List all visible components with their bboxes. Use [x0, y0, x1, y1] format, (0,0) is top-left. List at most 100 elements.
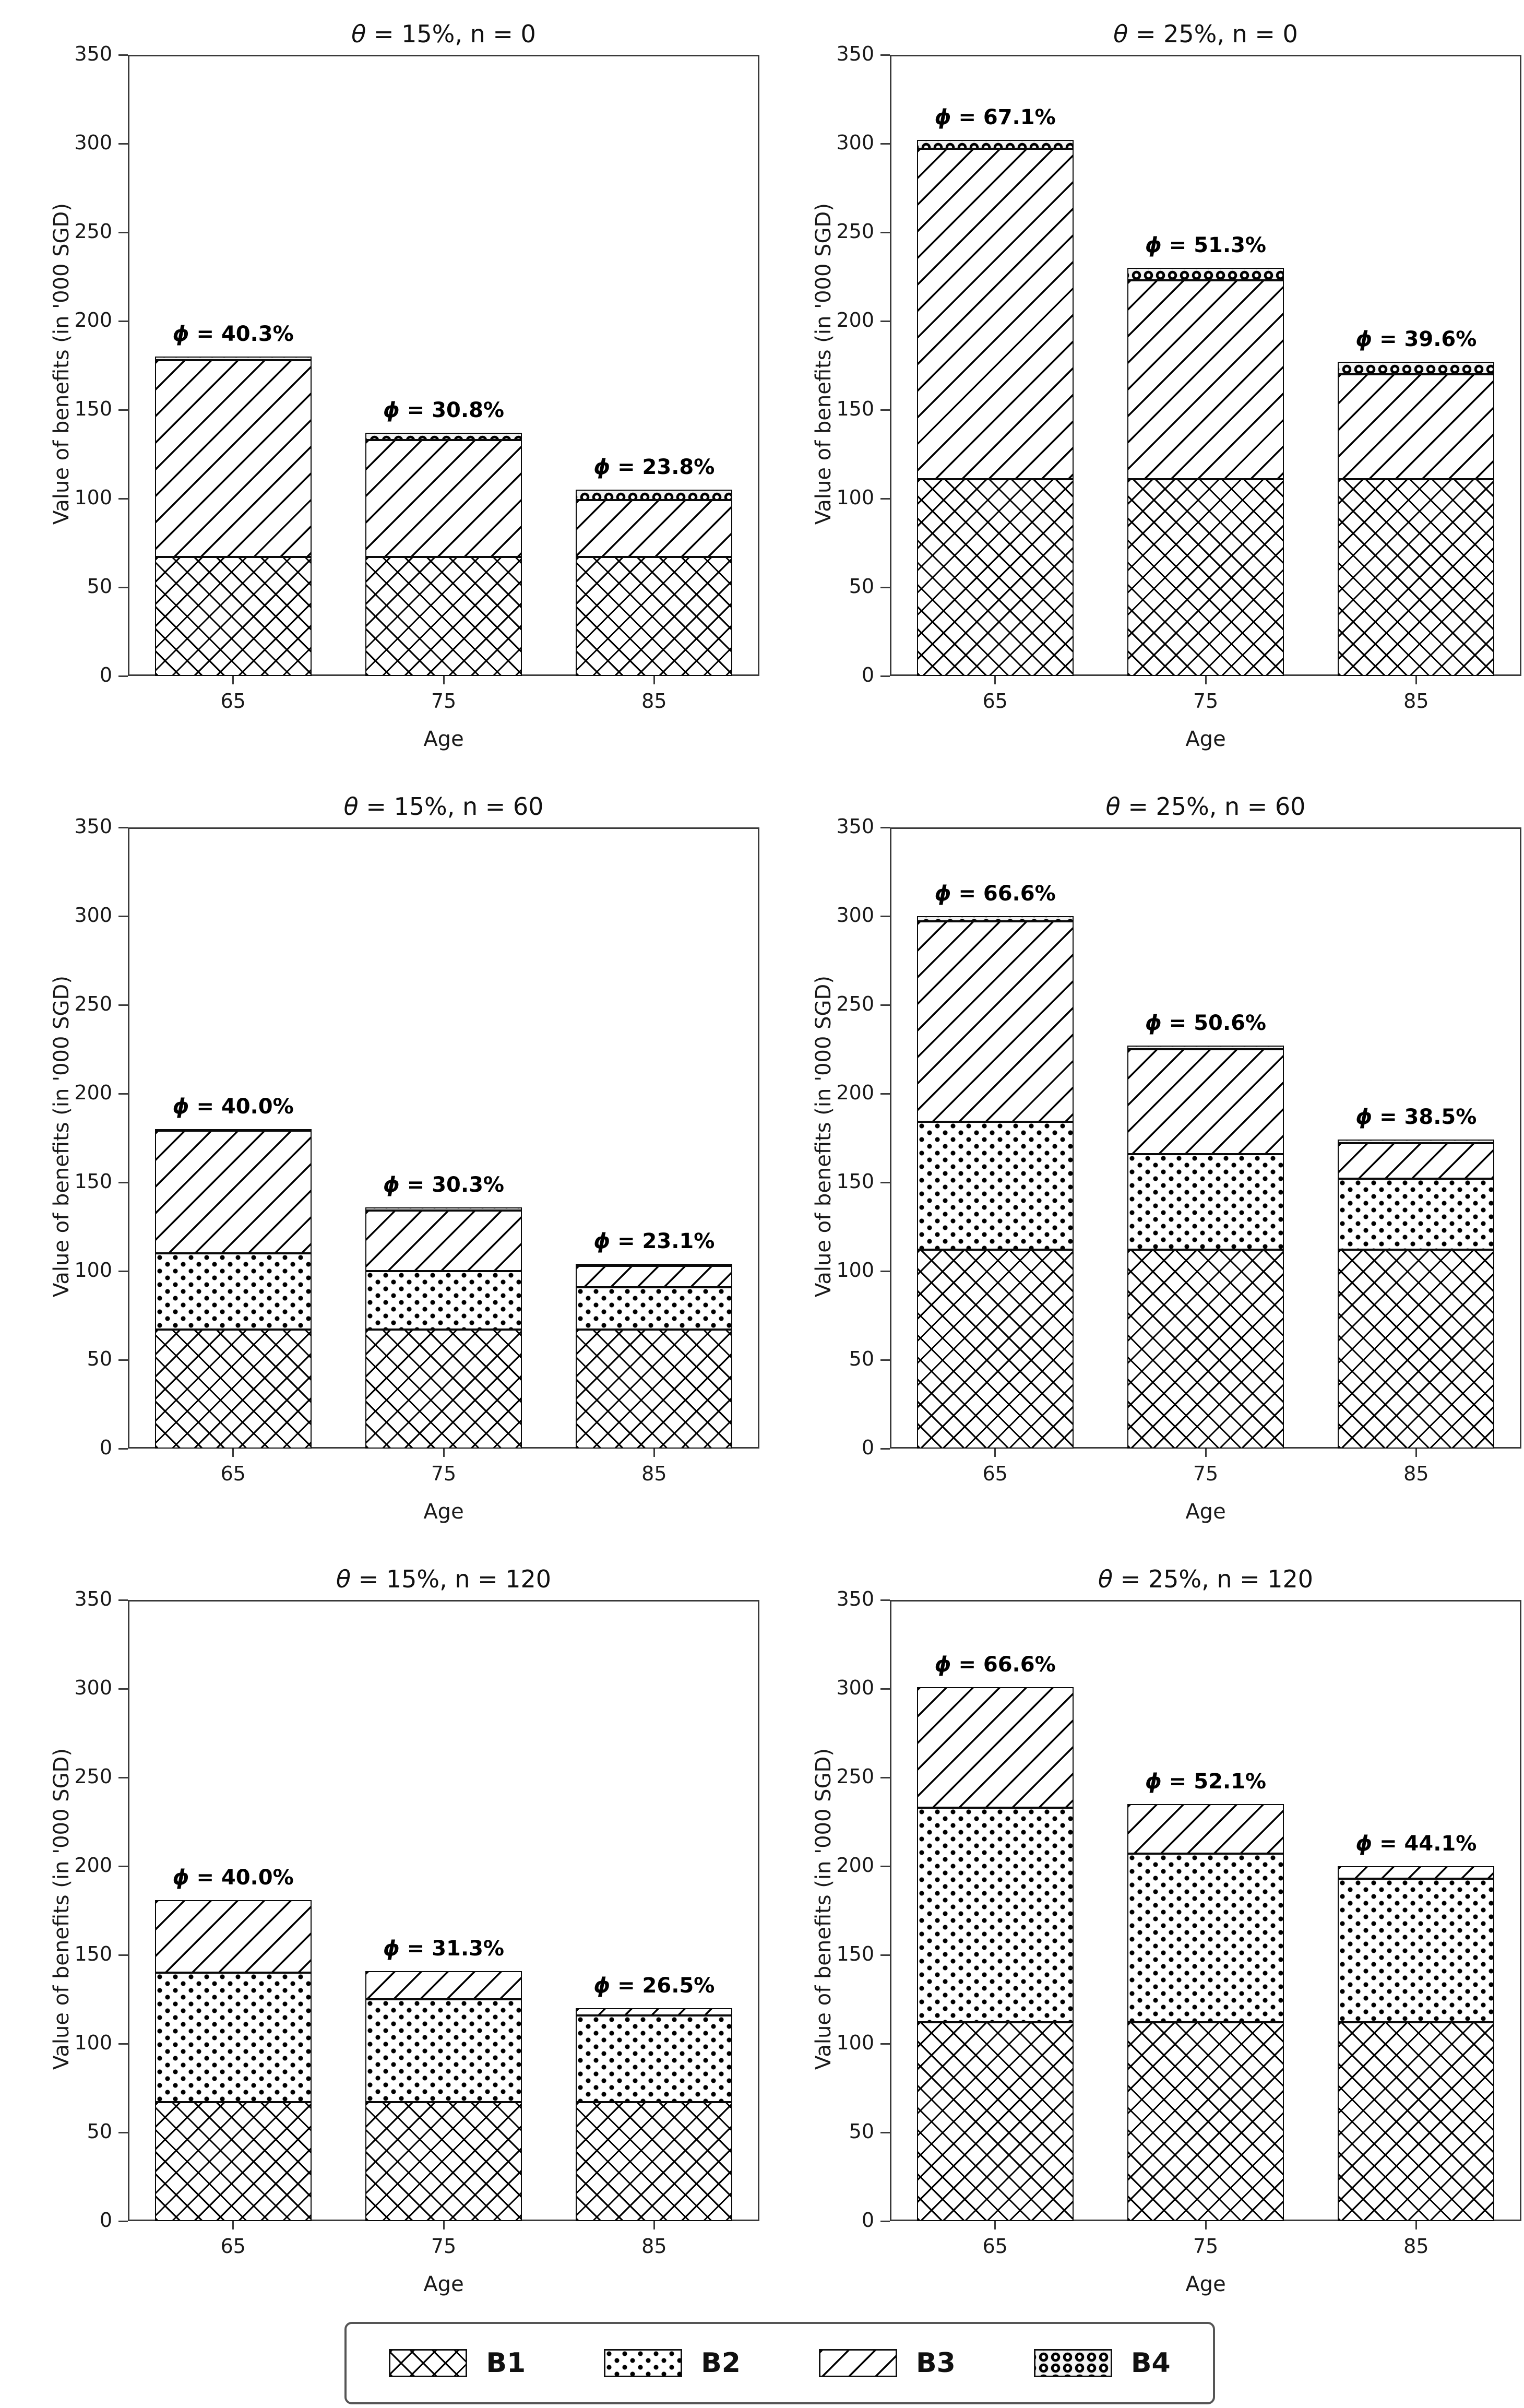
- y-tick-mark: [118, 675, 128, 677]
- y-tick-mark: [118, 143, 128, 145]
- chart-theta----25-------120: θ = 25%, n = 120 0 50 100 150 200 250 300 350 Val…: [762, 1550, 1524, 2323]
- bar-segment-b3: [154, 360, 312, 557]
- bar-segment-b2: [1127, 1154, 1284, 1250]
- y-tick-label: 50: [849, 1347, 874, 1370]
- y-tick-mark: [118, 1004, 128, 1006]
- x-tick-label: 75: [431, 690, 457, 713]
- y-tick-label: 0: [99, 2209, 112, 2232]
- x-tick-label: 75: [431, 1462, 457, 1485]
- x-tick-mark: [653, 676, 655, 684]
- y-tick-label: 100: [74, 1259, 112, 1282]
- legend-entry-b1: B1: [389, 2347, 526, 2379]
- bar-segment-b1: [154, 557, 312, 676]
- phi-annotation: ϕ = 44.1%: [1355, 1832, 1477, 1856]
- bar-segment-b3: [154, 1900, 312, 1973]
- y-tick-mark: [880, 1181, 890, 1183]
- phi-annotation: ϕ = 66.6%: [934, 882, 1056, 906]
- chart-theta----25-------60: θ = 25%, n = 60 0 50 100 150 200 250 300 350 Valu…: [762, 778, 1524, 1550]
- bar-segment-b2: [1338, 1179, 1495, 1250]
- axis-label-y: Value of benefits (in '000 SGD): [812, 976, 836, 1297]
- x-tick-label: 85: [1403, 2235, 1429, 2258]
- y-tick-label: 350: [74, 1587, 112, 1610]
- bar-segment-b1: [365, 1330, 522, 1449]
- bar-segment-b1: [154, 1330, 312, 1449]
- bar-segment-b4: [576, 1264, 733, 1266]
- x-tick-label: 75: [1193, 2235, 1219, 2258]
- greek-symbol: ϕ: [172, 1095, 189, 1119]
- y-tick-label: 300: [836, 1676, 874, 1699]
- y-tick-label: 250: [74, 1765, 112, 1788]
- y-tick-mark: [118, 231, 128, 233]
- y-tick-mark: [880, 2043, 890, 2045]
- bar-segment-b4: [154, 357, 312, 360]
- y-tick-mark: [880, 320, 890, 322]
- x-tick-label: 65: [220, 1462, 246, 1485]
- y-tick-mark: [880, 231, 890, 233]
- phi-annotation: ϕ = 38.5%: [1355, 1105, 1477, 1130]
- chart-theta----25-------0: θ = 25%, n = 0 0 50 100 150 200 250 300 350 Value…: [762, 5, 1524, 778]
- axis-label-y: Value of benefits (in '000 SGD): [50, 1748, 74, 2070]
- y-tick-mark: [118, 2220, 128, 2222]
- y-tick-label: 300: [74, 1676, 112, 1699]
- x-tick-label: 75: [431, 2235, 457, 2258]
- x-tick-label: 65: [220, 2235, 246, 2258]
- phi-annotation: ϕ = 23.1%: [593, 1229, 715, 1254]
- phi-annotation: ϕ = 23.8%: [593, 455, 715, 479]
- bar-segment-b1: [1127, 1250, 1284, 1449]
- y-tick-mark: [118, 1359, 128, 1361]
- y-tick-label: 300: [836, 131, 874, 154]
- x-tick-mark: [232, 1449, 234, 1457]
- bar-segment-b3: [365, 1971, 522, 1999]
- y-tick-label: 100: [836, 2031, 874, 2054]
- y-tick-mark: [118, 1688, 128, 1690]
- greek-symbol: θ: [1105, 792, 1121, 821]
- bar-segment-b1: [1127, 2022, 1284, 2221]
- y-tick-mark: [880, 1599, 890, 1601]
- greek-symbol: ϕ: [593, 1229, 611, 1254]
- y-tick-label: 200: [836, 309, 874, 331]
- axis-label-y: Value of benefits (in '000 SGD): [50, 976, 74, 1297]
- bar-segment-b3: [1338, 374, 1495, 479]
- y-tick-label: 100: [74, 2031, 112, 2054]
- y-tick-mark: [118, 586, 128, 588]
- y-tick-label: 300: [74, 131, 112, 154]
- y-tick-label: 100: [74, 486, 112, 509]
- bar-segment-b4: [1127, 1046, 1284, 1049]
- y-tick-label: 300: [74, 904, 112, 927]
- x-tick-label: 85: [641, 690, 667, 713]
- y-tick-label: 100: [836, 1259, 874, 1282]
- y-tick-label: 200: [74, 309, 112, 331]
- greek-symbol: ϕ: [1355, 1832, 1373, 1856]
- y-tick-label: 50: [849, 2120, 874, 2143]
- legend-entry-b2: B2: [604, 2347, 741, 2379]
- phi-annotation: ϕ = 50.6%: [1145, 1011, 1266, 1036]
- greek-symbol: ϕ: [1355, 327, 1373, 352]
- chart-title: θ = 25%, n = 120: [1098, 1565, 1314, 1593]
- y-tick-mark: [118, 497, 128, 500]
- y-tick-label: 200: [836, 1081, 874, 1104]
- y-tick-mark: [118, 2043, 128, 2045]
- x-tick-mark: [994, 676, 996, 684]
- bar-segment-b1: [916, 1250, 1074, 1449]
- bar-segment-b4: [1338, 1140, 1495, 1144]
- bar-segment-b1: [1338, 479, 1495, 676]
- legend-swatch-b3: [819, 2349, 897, 2377]
- y-tick-label: 300: [836, 904, 874, 927]
- y-tick-mark: [880, 1688, 890, 1690]
- bar-segment-b3: [576, 1265, 733, 1287]
- axis-label-y: Value of benefits (in '000 SGD): [50, 203, 74, 525]
- bar-segment-b1: [1127, 479, 1284, 676]
- greek-symbol: ϕ: [1355, 1105, 1373, 1130]
- bar-segment-b1: [576, 1330, 733, 1449]
- bar-segment-b2: [1127, 1854, 1284, 2023]
- y-tick-mark: [880, 1359, 890, 1361]
- y-tick-mark: [118, 1181, 128, 1183]
- bar-segment-b4: [365, 1207, 522, 1211]
- y-tick-label: 350: [74, 815, 112, 838]
- greek-symbol: ϕ: [383, 1936, 400, 1961]
- y-tick-mark: [880, 675, 890, 677]
- chart-title: θ = 25%, n = 0: [1113, 20, 1298, 48]
- x-tick-mark: [443, 2221, 445, 2229]
- bar-segment-b1: [365, 557, 522, 676]
- legend-swatch-b4: [1033, 2349, 1112, 2377]
